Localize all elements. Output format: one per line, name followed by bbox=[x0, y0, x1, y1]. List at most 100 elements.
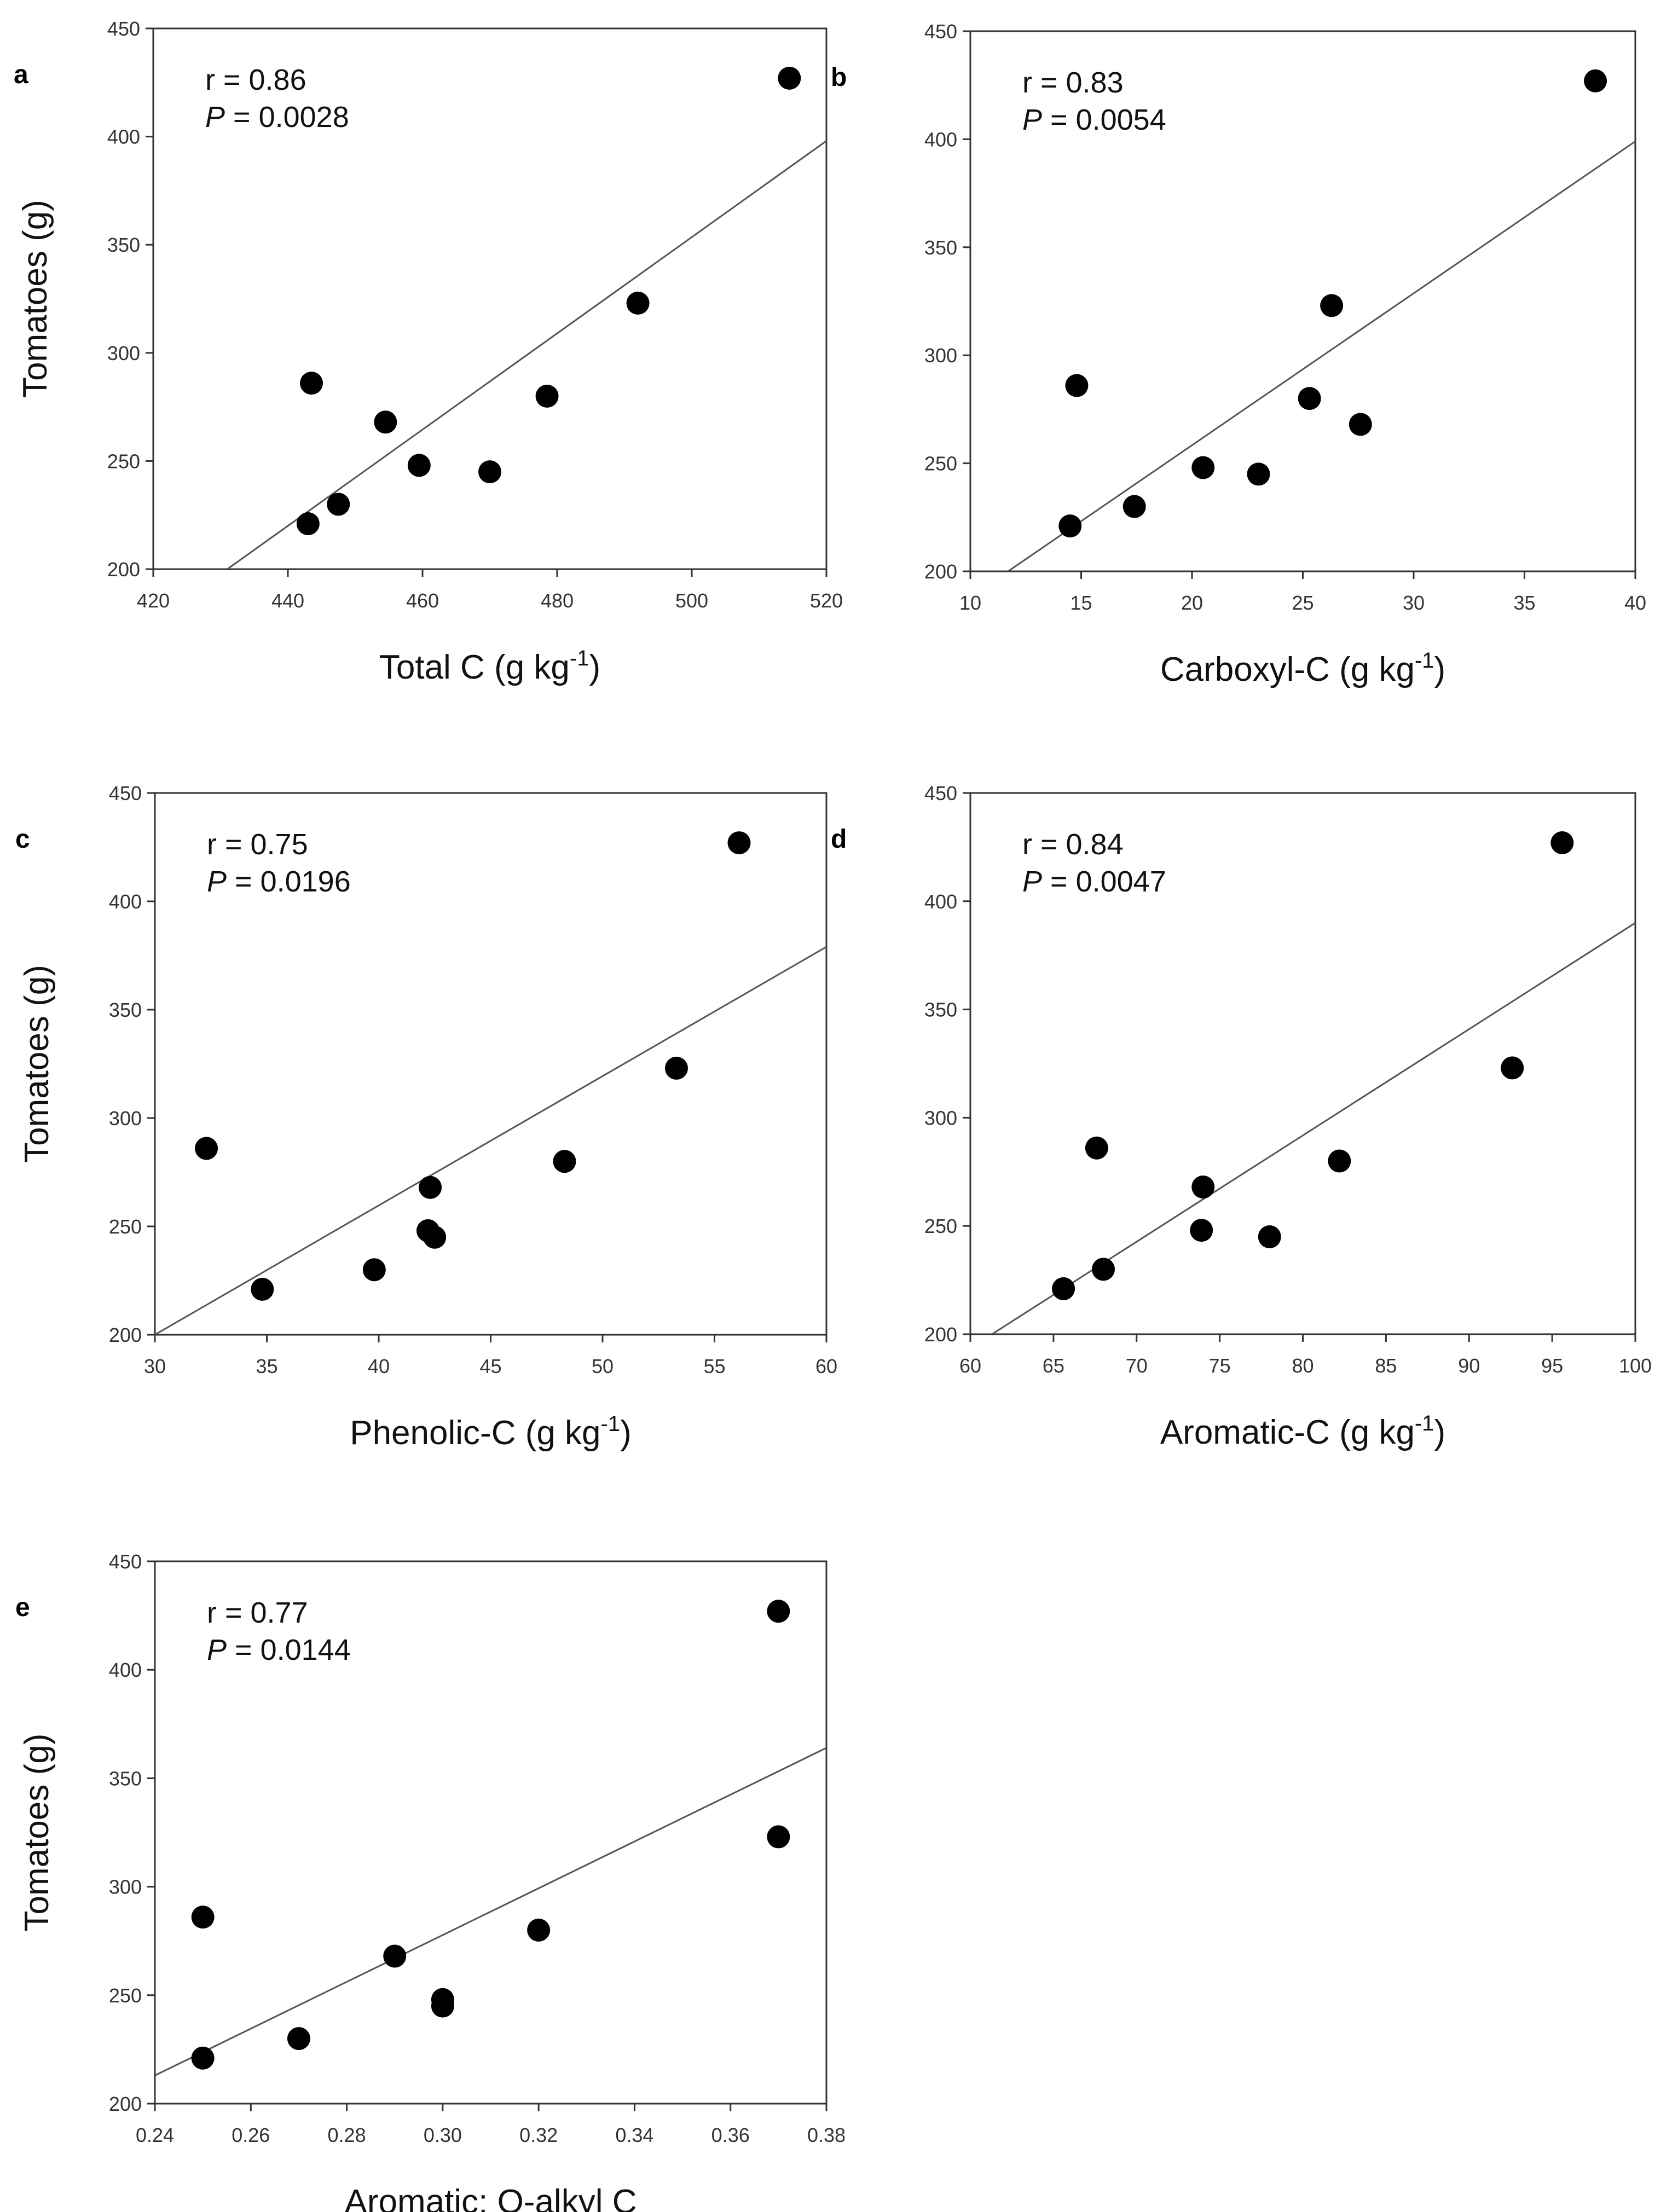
panel-d-x-axis-title-sup: -1 bbox=[1415, 1411, 1434, 1435]
panel-b-x-axis-title-sup: -1 bbox=[1415, 648, 1434, 673]
panel-a-ytick-label: 300 bbox=[107, 342, 140, 364]
panel-a-ytick-label: 200 bbox=[107, 558, 140, 581]
panel-e-letter: e bbox=[15, 1593, 30, 1622]
panel-e: e 0.24 0.26 0.28 0.30 0.32 0.34 0.36 0.38 200 250 3… bbox=[15, 1550, 846, 2212]
panel-a-data-point bbox=[535, 384, 559, 408]
panel-b-ytick-label: 300 bbox=[924, 344, 957, 367]
panel-c-ytick-label: 400 bbox=[109, 890, 142, 913]
panel-a-ytick-label: 450 bbox=[107, 18, 140, 40]
panel-a-letter: a bbox=[14, 60, 28, 89]
panel-b-data-point bbox=[1065, 374, 1089, 397]
panel-b-ytick-label: 350 bbox=[924, 236, 957, 259]
panel-c-data-point bbox=[727, 831, 751, 855]
panel-b-r-value: r = 0.83 bbox=[1022, 66, 1124, 99]
panel-c-xtick-label: 40 bbox=[368, 1355, 390, 1377]
panel-b-p-number: = 0.0054 bbox=[1042, 103, 1166, 136]
panel-b-x-axis-title-close: ) bbox=[1434, 651, 1446, 688]
panel-b-xtick-label: 30 bbox=[1403, 592, 1425, 614]
panel-d-ytick-label: 350 bbox=[924, 999, 957, 1021]
panel-b-ytick-label: 250 bbox=[924, 453, 957, 475]
panel-e-xtick-label: 0.26 bbox=[232, 2124, 270, 2146]
panel-e-data-point bbox=[287, 2027, 310, 2051]
panel-d-xtick-label: 60 bbox=[959, 1354, 981, 1377]
panel-d-xtick-label: 80 bbox=[1292, 1354, 1314, 1377]
panel-e-p-symbol: P bbox=[207, 1634, 227, 1666]
panel-a-r-value: r = 0.86 bbox=[205, 63, 306, 96]
panel-d-ytick-label: 400 bbox=[924, 890, 957, 913]
panel-c-xtick-label: 35 bbox=[256, 1355, 277, 1377]
panel-b-data-point bbox=[1058, 514, 1082, 538]
panel-d-xtick-label: 100 bbox=[1619, 1354, 1652, 1377]
panel-b-xtick-label: 10 bbox=[959, 592, 981, 614]
panel-e-ytick-label: 400 bbox=[109, 1659, 142, 1681]
panel-d-ytick-label: 450 bbox=[924, 782, 957, 804]
panel-b-xtick-label: 35 bbox=[1513, 592, 1535, 614]
panel-c-xtick-label: 55 bbox=[703, 1355, 725, 1377]
panel-b-data-point bbox=[1247, 462, 1270, 486]
panel-a-x-axis-title-sup: -1 bbox=[570, 646, 589, 670]
panel-e-xtick-label: 0.38 bbox=[807, 2124, 846, 2146]
panel-d-x-axis-title: Aromatic-C (g kg-1) bbox=[1160, 1411, 1445, 1451]
panel-e-xtick-label: 0.28 bbox=[328, 2124, 366, 2146]
panel-d-data-point bbox=[1085, 1136, 1108, 1160]
panel-d-ytick-label: 200 bbox=[924, 1323, 957, 1346]
panel-d-x-axis-title-close: ) bbox=[1434, 1414, 1446, 1451]
panel-b: b 10 15 20 25 30 35 40 200 250 300 350 400 450 Carboxy… bbox=[831, 20, 1646, 688]
panel-b-x-axis-title-main: Carboxyl-C (g kg bbox=[1160, 651, 1415, 688]
panel-c-ytick-label: 300 bbox=[109, 1107, 142, 1130]
panel-c-x-axis-title-main: Phenolic-C (g kg bbox=[350, 1414, 600, 1452]
panel-a-frame bbox=[152, 27, 828, 570]
panel-e-regression-line bbox=[155, 1747, 826, 2076]
panel-e-data-point bbox=[191, 2046, 215, 2070]
panel-b-ytick-label: 200 bbox=[924, 560, 957, 583]
panel-d-data-point bbox=[1191, 1175, 1215, 1198]
panel-e-data-point bbox=[383, 1944, 407, 1968]
panel-a-xtick-label: 480 bbox=[541, 589, 574, 612]
panel-b-p-symbol: P bbox=[1022, 103, 1042, 136]
panel-b-data-point bbox=[1584, 69, 1607, 92]
panel-b-data-point bbox=[1298, 387, 1321, 410]
panel-d-x-axis-title-main: Aromatic-C (g kg bbox=[1160, 1414, 1415, 1451]
panel-c-regression-line bbox=[155, 946, 826, 1335]
panel-b-data-point bbox=[1191, 456, 1215, 479]
panel-e-y-axis-title: Tomatoes (g) bbox=[18, 1734, 56, 1932]
panel-b-ytick-label: 400 bbox=[924, 128, 957, 150]
panel-a-xtick-label: 440 bbox=[271, 589, 304, 612]
panel-d-data-point bbox=[1501, 1056, 1524, 1080]
panel-a-ytick-label: 400 bbox=[107, 126, 140, 148]
panel-d-r-value: r = 0.84 bbox=[1022, 828, 1124, 861]
panel-b-xtick-label: 40 bbox=[1624, 592, 1646, 614]
panel-c-p-value: P = 0.0196 bbox=[207, 865, 351, 898]
panel-e-r-value: r = 0.77 bbox=[207, 1596, 308, 1629]
panel-a-data-point bbox=[300, 372, 323, 395]
panel-e-data-point bbox=[767, 1600, 790, 1623]
panel-b-letter: b bbox=[831, 63, 847, 92]
panel-e-frame bbox=[154, 1560, 828, 2105]
panel-e-p-value: P = 0.0144 bbox=[207, 1634, 351, 1666]
panel-d-xtick-label: 90 bbox=[1458, 1354, 1480, 1377]
panel-e-ytick-label: 250 bbox=[109, 1984, 142, 2007]
panel-a-xtick-label: 500 bbox=[675, 589, 708, 612]
panel-c-data-point bbox=[195, 1137, 218, 1160]
panel-c: c 30 35 40 45 50 55 60 200 250 300 350 400 450 Tomatoe… bbox=[15, 782, 837, 1452]
panel-b-data-point bbox=[1349, 413, 1372, 436]
panel-e-x-axis-title: Aromatic: O-alkyl C bbox=[345, 2183, 637, 2212]
panel-d-xtick-label: 65 bbox=[1043, 1354, 1064, 1377]
panel-b-regression-line bbox=[1008, 141, 1635, 571]
panel-a-xtick-label: 520 bbox=[810, 589, 843, 612]
panel-a-data-point bbox=[296, 512, 320, 536]
panel-a-data-point bbox=[407, 454, 431, 477]
panel-e-xtick-label: 0.24 bbox=[136, 2124, 174, 2146]
panel-d-xtick-label: 85 bbox=[1375, 1354, 1397, 1377]
panel-a-x-axis-title: Total C (g kg-1) bbox=[379, 646, 600, 686]
panel-b-data-point bbox=[1320, 294, 1344, 317]
panel-b-xtick-label: 25 bbox=[1292, 592, 1314, 614]
panel-d-ytick-label: 300 bbox=[924, 1107, 957, 1129]
panel-a-data-point bbox=[374, 410, 397, 434]
panel-a-data-point bbox=[327, 493, 350, 516]
panel-c-x-axis-title: Phenolic-C (g kg-1) bbox=[350, 1412, 632, 1452]
panel-d-data-point bbox=[1328, 1149, 1351, 1173]
panel-d-p-number: = 0.0047 bbox=[1042, 865, 1166, 898]
panel-a-xtick-label: 460 bbox=[406, 589, 439, 612]
